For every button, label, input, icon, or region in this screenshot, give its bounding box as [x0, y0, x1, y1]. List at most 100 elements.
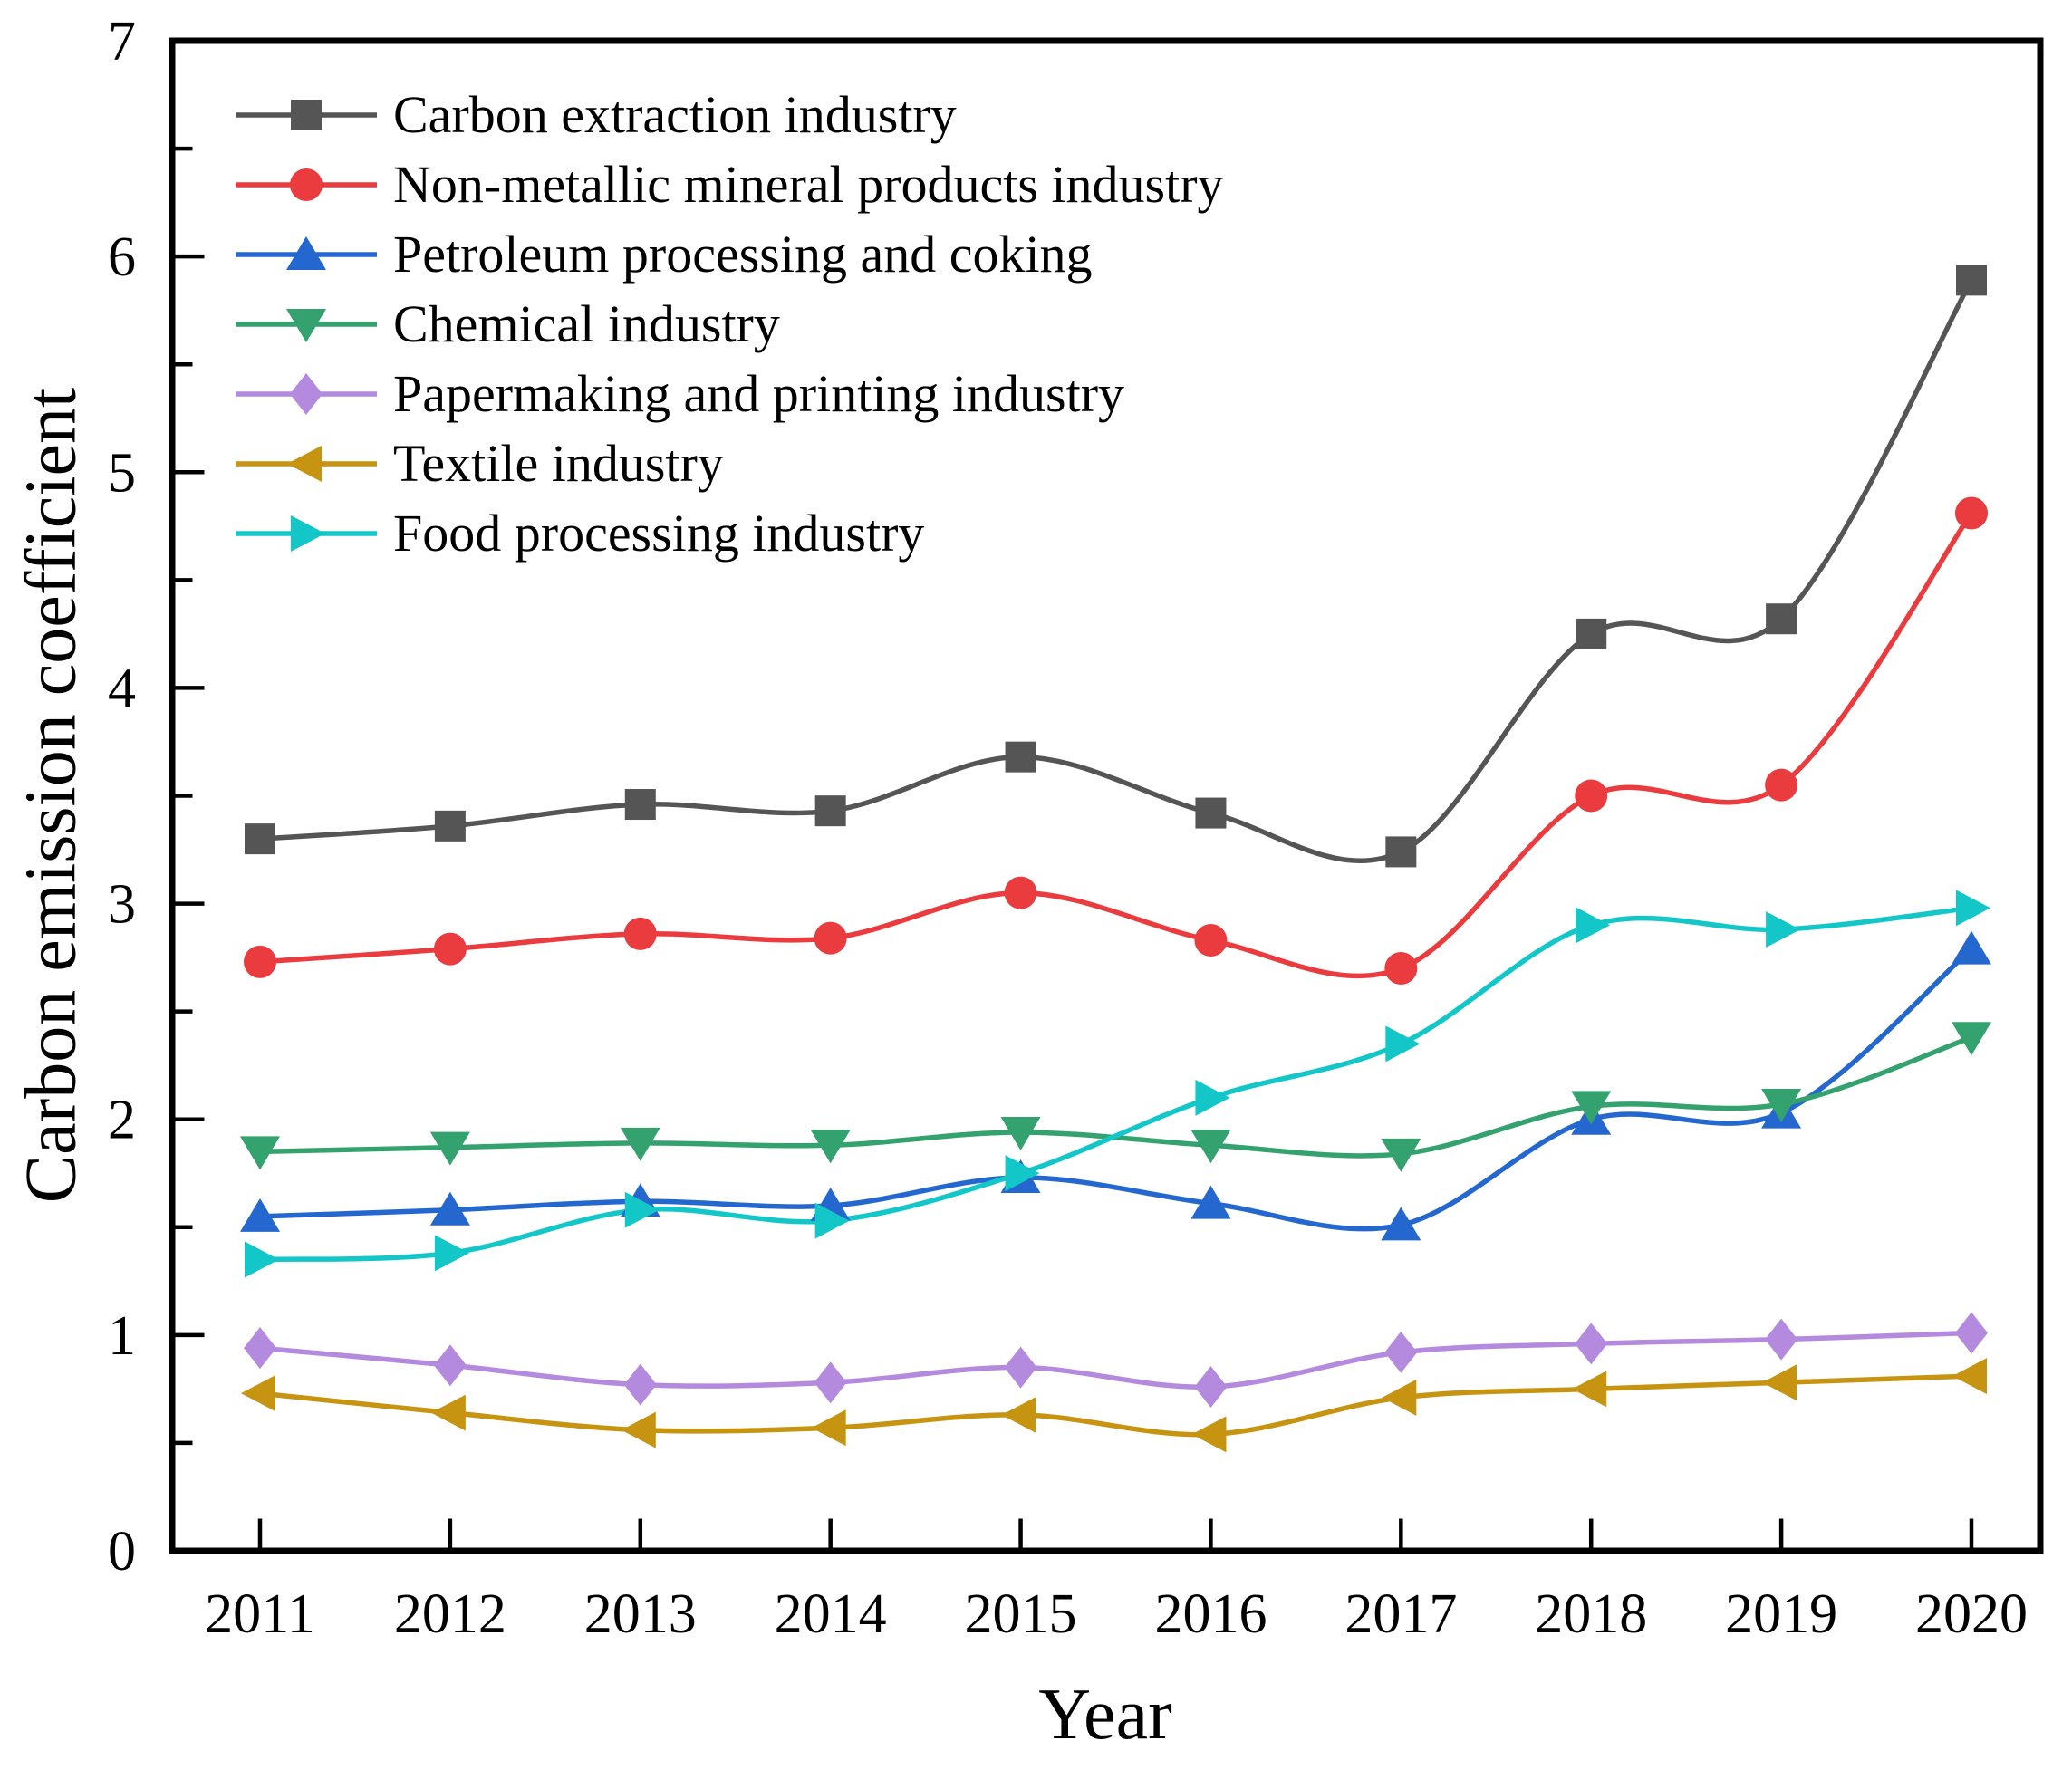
data-point	[1761, 1089, 1802, 1123]
triangle-down-marker-icon	[810, 1130, 851, 1164]
legend-marker	[286, 308, 326, 342]
series-line	[259, 905, 1972, 1263]
triangle-down-marker-icon	[429, 1131, 470, 1166]
legend-label: Carbon extraction industry	[393, 84, 957, 144]
x-axis-title: Year	[1038, 1675, 1172, 1755]
circle-marker-icon	[433, 932, 467, 966]
data-point	[623, 917, 657, 950]
data-point	[434, 810, 466, 842]
triangle-right-marker-icon	[291, 515, 325, 552]
square-marker-icon	[1195, 797, 1227, 829]
triangle-up-marker-icon	[1381, 1207, 1421, 1241]
legend-item: Chemical industry	[234, 289, 1224, 359]
data-point	[429, 1131, 470, 1166]
legend-label: Non-metallic mineral products industry	[393, 154, 1224, 214]
data-point	[1382, 1379, 1417, 1416]
triangle-down-marker-icon	[1000, 1117, 1041, 1151]
triangle-left-marker-icon	[1762, 1364, 1797, 1401]
triangle-down-marker-icon	[1190, 1130, 1231, 1164]
triangle-left-marker-icon	[287, 445, 322, 482]
square-marker-icon	[1766, 603, 1797, 635]
diamond-marker-icon	[1194, 1366, 1228, 1409]
data-point	[814, 1202, 850, 1239]
data-point	[1576, 907, 1611, 944]
data-point	[1765, 1318, 1798, 1361]
square-marker-icon	[1385, 836, 1417, 868]
diamond-marker-icon	[1955, 1312, 1988, 1354]
diamond-marker-icon	[244, 1327, 276, 1370]
y-axis-title: Carbon emission coefficient	[11, 387, 92, 1204]
data-point	[1765, 768, 1798, 802]
data-point	[1952, 1358, 1987, 1395]
legend-swatch	[236, 308, 377, 342]
data-point	[1952, 1022, 1991, 1056]
data-point	[433, 932, 467, 966]
data-point	[241, 1375, 275, 1412]
legend-item: Food processing industry	[234, 498, 1224, 568]
data-point	[1766, 911, 1801, 948]
x-tick-label: 2017	[1344, 1583, 1457, 1645]
triangle-left-marker-icon	[241, 1375, 275, 1412]
triangle-down-marker-icon	[1761, 1089, 1802, 1123]
legend-item: Petroleum processing and coking	[234, 219, 1224, 289]
triangle-right-marker-icon	[1195, 1079, 1230, 1116]
data-point	[1766, 603, 1797, 635]
series-line	[259, 1373, 1972, 1438]
data-point	[1004, 1346, 1037, 1389]
legend-label: Petroleum processing and coking	[393, 224, 1093, 284]
data-point	[1575, 779, 1608, 813]
x-tick-label: 2014	[775, 1583, 887, 1645]
data-point	[620, 1127, 660, 1161]
data-point	[1956, 890, 1990, 927]
data-point	[1005, 741, 1036, 773]
data-point	[1191, 1416, 1227, 1453]
data-point	[1952, 930, 1991, 965]
data-point	[1956, 265, 1987, 296]
data-point	[240, 1136, 280, 1170]
data-point	[1385, 836, 1417, 868]
legend-marker	[286, 236, 326, 270]
triangle-down-marker-icon	[240, 1136, 280, 1170]
data-point	[624, 789, 656, 821]
circle-marker-icon	[1765, 768, 1798, 802]
circle-marker-icon	[1194, 924, 1228, 957]
plot-frame	[169, 37, 2044, 1554]
y-tick-label: 1	[108, 1305, 136, 1367]
x-tick-label: 2013	[584, 1583, 697, 1645]
triangle-down-marker-icon	[1381, 1138, 1421, 1172]
data-point	[1194, 1366, 1228, 1409]
triangle-up-marker-icon	[1952, 930, 1991, 965]
triangle-right-marker-icon	[245, 1241, 279, 1278]
triangle-down-marker-icon	[1952, 1022, 1991, 1056]
diamond-marker-icon	[623, 1363, 657, 1406]
data-point	[1190, 1130, 1231, 1164]
triangle-right-marker-icon	[814, 1202, 850, 1239]
triangle-right-marker-icon	[1385, 1025, 1421, 1063]
diamond-marker-icon	[1575, 1323, 1608, 1365]
data-point	[1572, 1371, 1607, 1408]
legend-label: Chemical industry	[393, 293, 780, 353]
data-point	[240, 1198, 280, 1232]
series-line	[259, 1330, 1972, 1390]
triangle-right-marker-icon	[1005, 1155, 1040, 1192]
legend-label: Textile industry	[393, 433, 724, 493]
data-point	[430, 1394, 466, 1431]
triangle-right-marker-icon	[1576, 907, 1611, 944]
data-point	[1384, 1331, 1418, 1373]
legend-swatch	[236, 99, 377, 130]
circle-marker-icon	[814, 921, 847, 955]
data-point	[434, 1235, 469, 1272]
x-tick-label: 2012	[394, 1583, 506, 1645]
x-tick-label: 2020	[1915, 1583, 2028, 1645]
data-point	[1575, 1323, 1608, 1365]
data-point	[814, 795, 846, 827]
circle-marker-icon	[1955, 496, 1988, 530]
data-point	[1576, 618, 1607, 649]
data-point	[621, 1411, 656, 1448]
legend-item: Papermaking and printing industry	[234, 359, 1224, 428]
square-marker-icon	[1005, 741, 1036, 773]
legend: Carbon extraction industry Non-metallic m…	[234, 80, 1224, 568]
triangle-up-marker-icon	[429, 1191, 470, 1226]
square-marker-icon	[1956, 265, 1987, 296]
square-marker-icon	[814, 795, 846, 827]
